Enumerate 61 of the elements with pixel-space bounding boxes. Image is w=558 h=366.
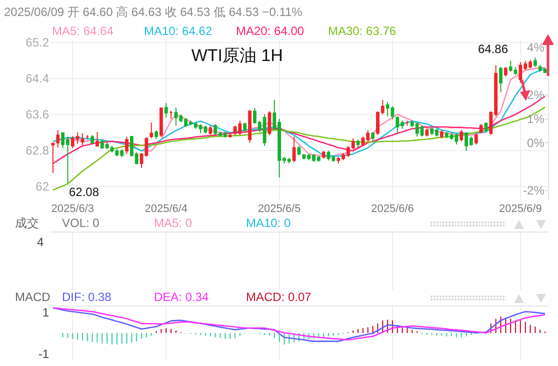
y2-tick-label: 0% bbox=[527, 136, 545, 150]
chart-subtitle: 2025/06/09 开 64.60 高 64.63 收 64.53 低 64.53 −0.11% bbox=[4, 5, 303, 19]
legend-label: MA5: 0 bbox=[154, 216, 192, 230]
y-tick-label: 65.2 bbox=[26, 35, 50, 50]
y-tick-label: -1 bbox=[38, 346, 50, 361]
candlestick bbox=[160, 107, 163, 138]
text: MACD: 0.07 bbox=[246, 290, 312, 304]
candlestick bbox=[154, 130, 158, 140]
candlestick bbox=[322, 150, 326, 160]
y-tick-label: 62 bbox=[36, 180, 50, 194]
x-tick-label: 2025/6/4 bbox=[144, 203, 188, 215]
x-tick-label: 2025/6/5 bbox=[258, 203, 301, 215]
text: MA10: 64.62 bbox=[144, 24, 212, 38]
x-tick-label: 2025/6/3 bbox=[51, 203, 94, 215]
candlestick bbox=[228, 134, 232, 138]
text: MA20: 64.00 bbox=[236, 24, 304, 38]
y-tick-label: 62.8 bbox=[26, 144, 50, 158]
candlestick bbox=[425, 128, 429, 137]
candlestick bbox=[440, 130, 444, 139]
y-tick-label: 1 bbox=[42, 305, 50, 320]
series-label: DIF: 0.38 bbox=[62, 290, 112, 304]
y-tick-label: 64.4 bbox=[26, 72, 50, 86]
y2-tick-label: 4% bbox=[527, 40, 545, 54]
candlestick bbox=[248, 109, 252, 144]
y-tick-label: 63.6 bbox=[26, 108, 50, 122]
candlestick bbox=[504, 66, 508, 78]
text: 4 bbox=[37, 235, 44, 249]
legend-label: VOL: 0 bbox=[62, 216, 100, 230]
candlestick bbox=[268, 110, 272, 136]
candlestick bbox=[164, 102, 168, 118]
y2-tick-label: -2% bbox=[523, 184, 545, 198]
candlestick bbox=[406, 120, 409, 126]
candlestick bbox=[208, 125, 212, 136]
candlestick bbox=[125, 136, 128, 155]
y2-tick-label: 1% bbox=[527, 112, 545, 126]
text: MA5: 64.64 bbox=[52, 24, 114, 38]
candlestick bbox=[243, 122, 247, 132]
chart-title: WTI原油 1H bbox=[191, 46, 283, 65]
text: MA30: 63.76 bbox=[328, 24, 396, 38]
candlestick bbox=[297, 145, 301, 156]
candlestick bbox=[534, 57, 537, 68]
candlestick bbox=[169, 110, 173, 120]
candlestick bbox=[86, 134, 90, 140]
candlestick bbox=[96, 131, 99, 148]
candlestick bbox=[292, 136, 296, 163]
candlestick bbox=[474, 132, 478, 146]
annotation: 62.08 bbox=[69, 185, 100, 199]
legend-label: MA10: 0 bbox=[246, 216, 292, 230]
candlestick bbox=[371, 131, 375, 142]
candlestick bbox=[150, 122, 154, 139]
annotation: 64.86 bbox=[478, 42, 508, 56]
x-tick-label: 2025/6/6 bbox=[371, 203, 414, 215]
candlestick bbox=[90, 134, 94, 146]
candlestick bbox=[460, 130, 464, 142]
series-label: DEA: 0.34 bbox=[154, 290, 210, 304]
candlestick bbox=[479, 123, 483, 134]
text: 成交 bbox=[15, 216, 39, 230]
x-tick-label: 2025/6/9 bbox=[499, 203, 542, 215]
y-axis-title: MACD bbox=[15, 290, 51, 304]
candlestick bbox=[356, 139, 360, 148]
candlestick bbox=[499, 66, 502, 93]
